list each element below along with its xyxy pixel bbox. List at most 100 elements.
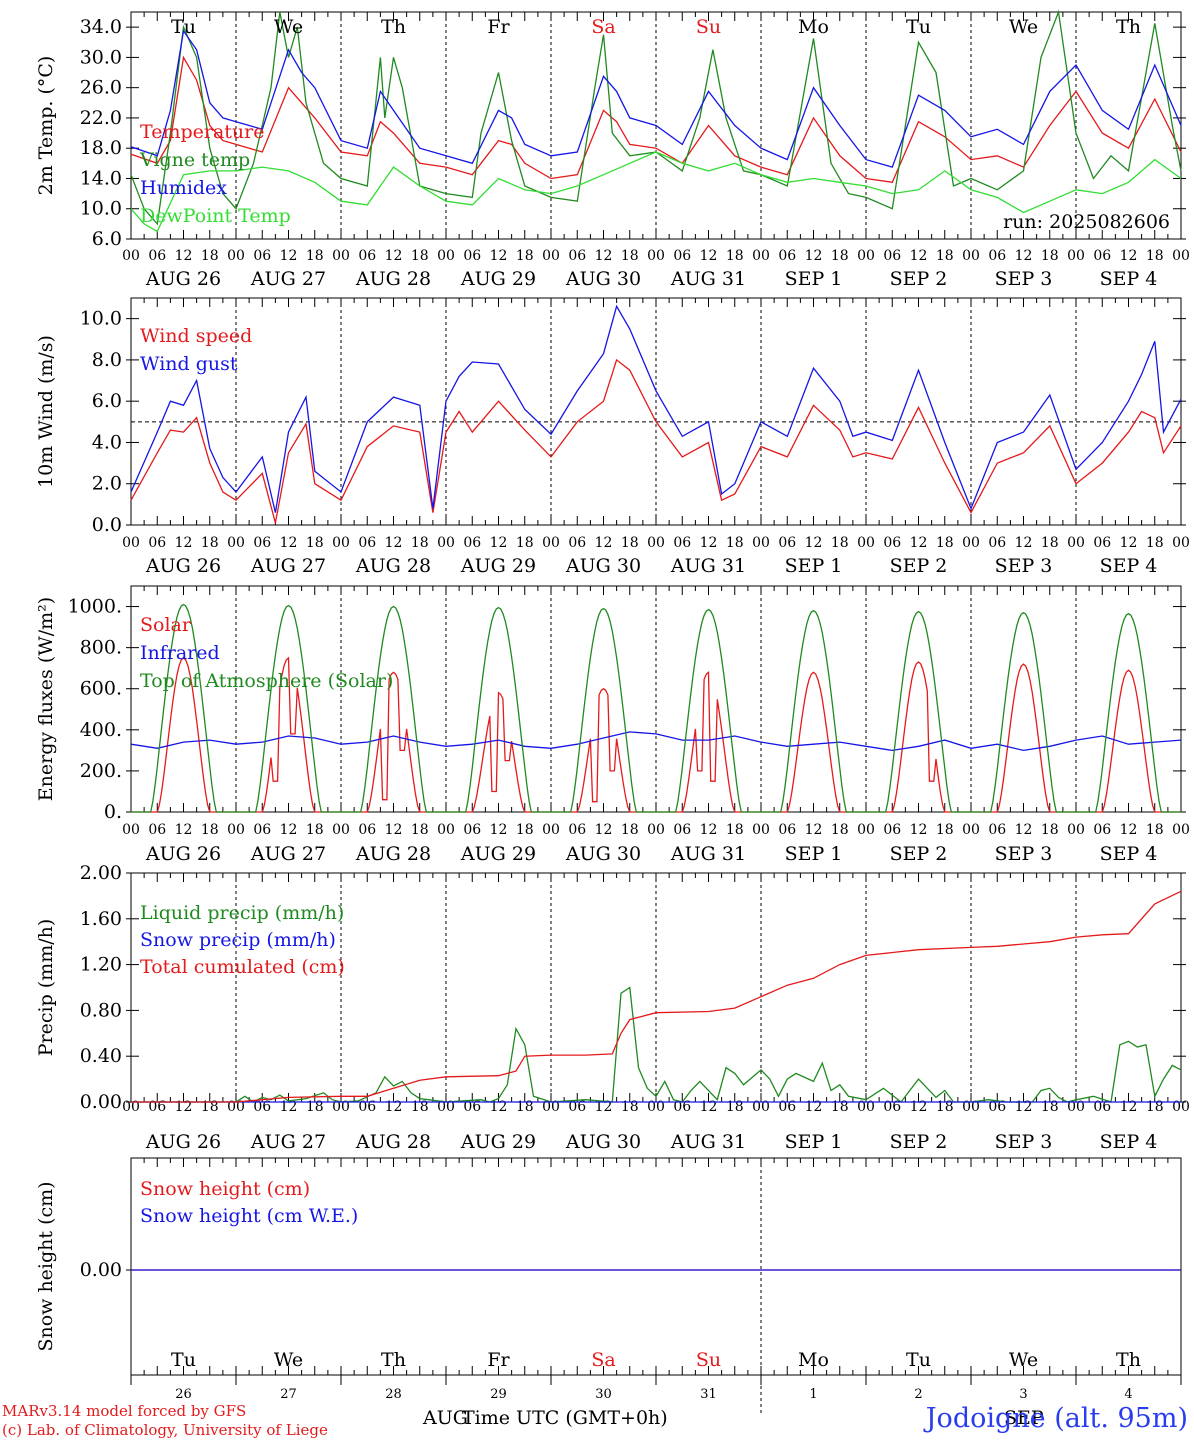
x-tick-label: 06 [148,822,166,838]
legend-label: Total cumulated (cm) [140,956,345,978]
x-tick-label: 12 [175,248,193,264]
series-humidex [130,29,1182,168]
day-name-top: We [274,16,303,38]
day-number: 29 [490,1387,507,1402]
x-tick-label: 18 [411,822,429,838]
legend-label: Snow height (cm W.E.) [140,1205,358,1227]
x-tick-label: 00 [752,1099,770,1115]
y-tick-label: 0.0 [92,514,122,536]
credits-line-2: (c) Lab. of Climatology, University of L… [2,1421,328,1439]
x-tick-label: 18 [831,1099,849,1115]
x-tick-label: 18 [726,248,744,264]
day-name-bottom: We [1009,1349,1038,1371]
x-tick-label: 06 [568,248,586,264]
y-tick-label: 1.60 [80,908,122,930]
y-axis-label: Precip (mm/h) [35,919,57,1057]
day-number: 27 [280,1387,297,1402]
x-tick-label: 18 [1146,1099,1164,1115]
day-number: 30 [595,1387,612,1402]
x-date-label: SEP 2 [890,555,948,577]
legend-label: Vigne temp [139,149,250,171]
x-tick-label: 06 [778,535,796,551]
legend-label: Snow height (cm) [140,1178,310,1200]
x-tick-label: 06 [1093,1099,1111,1115]
x-tick-label: 12 [805,535,823,551]
x-date-label: AUG 31 [670,268,746,290]
x-tick-label: 00 [437,822,455,838]
legend-label: Snow precip (mm/h) [140,929,336,951]
x-date-label: SEP 3 [995,268,1053,290]
y-tick-label: 1000. [68,596,122,618]
y-tick-label: 2.0 [92,473,122,495]
x-tick-label: 00 [1067,822,1085,838]
y-tick-label: 34.0 [80,16,122,38]
x-tick-label: 12 [385,822,403,838]
x-tick-label: 06 [883,248,901,264]
day-number: 26 [175,1387,192,1402]
x-tick-label: 06 [358,535,376,551]
x-tick-label: 18 [1146,535,1164,551]
x-tick-label: 06 [1093,822,1111,838]
x-tick-label: 18 [201,535,219,551]
panels-layer: 6.010.014.018.022.026.030.034.02m Temp. … [35,9,1190,1415]
day-number: 2 [914,1387,922,1402]
x-date-label: AUG 31 [670,555,746,577]
x-tick-label: 12 [805,822,823,838]
x-tick-label: 18 [201,248,219,264]
x-tick-label: 18 [516,535,534,551]
x-tick-label: 12 [700,822,718,838]
x-tick-label: 06 [253,248,271,264]
x-date-label: SEP 4 [1100,268,1158,290]
x-tick-label: 18 [936,248,954,264]
x-date-label: AUG 31 [670,843,746,865]
x-tick-label: 06 [988,822,1006,838]
x-tick-label: 00 [437,535,455,551]
day-number: 4 [1124,1387,1132,1402]
x-tick-label: 00 [962,248,980,264]
x-tick-label: 00 [752,248,770,264]
x-tick-label: 18 [201,822,219,838]
x-tick-label: 00 [227,535,245,551]
x-tick-label: 18 [516,1099,534,1115]
x-date-label: AUG 26 [145,555,221,577]
x-date-label: SEP 2 [890,1131,948,1153]
x-date-label: AUG 30 [565,1131,641,1153]
y-axis-label: 10m Wind (m/s) [35,335,57,488]
x-tick-label: 00 [752,822,770,838]
x-tick-label: 00 [962,822,980,838]
day-name-top: Mo [798,16,829,38]
x-tick-label: 18 [726,822,744,838]
x-tick-label: 06 [988,248,1006,264]
x-date-label: AUG 30 [565,555,641,577]
panel-1: 6.0 10.0 14.0 18.0 22.0 26.0 30.0 34.0 2m Temp. … [35,9,1190,290]
x-tick-label: 18 [1041,535,1059,551]
x-tick-label: 18 [831,822,849,838]
x-tick-label: 18 [726,535,744,551]
x-tick-label: 00 [647,822,665,838]
x-tick-label: 18 [726,1099,744,1115]
x-date-label: AUG 27 [250,843,326,865]
x-tick-label: 18 [306,822,324,838]
x-tick-label: 18 [831,248,849,264]
legend-label: DewPoint Temp [140,205,291,227]
panel-3: 0. 200. 400. 600. 800. 1000. Energy fluxes (W/… [35,585,1190,865]
bottom-month-left: AUG [422,1407,468,1429]
x-date-label: SEP 1 [785,1131,843,1153]
y-axis-label: 2m Temp. (°C) [35,56,57,196]
x-tick-label: 00 [1172,248,1190,264]
x-tick-label: 00 [122,1099,140,1115]
y-tick-label: 1.20 [80,954,122,976]
x-tick-label: 06 [568,1099,586,1115]
x-date-label: SEP 4 [1100,555,1158,577]
x-tick-label: 06 [463,248,481,264]
x-tick-label: 00 [1067,1099,1085,1115]
x-tick-label: 12 [1015,535,1033,551]
x-tick-label: 00 [1172,535,1190,551]
x-tick-label: 06 [1093,248,1111,264]
day-name-bottom: Fr [487,1349,510,1371]
y-tick-label: 0.00 [80,1091,122,1113]
x-tick-label: 06 [778,1099,796,1115]
x-tick-label: 18 [621,1099,639,1115]
y-tick-label: 30.0 [80,46,122,68]
y-tick-label: 800. [80,637,122,659]
